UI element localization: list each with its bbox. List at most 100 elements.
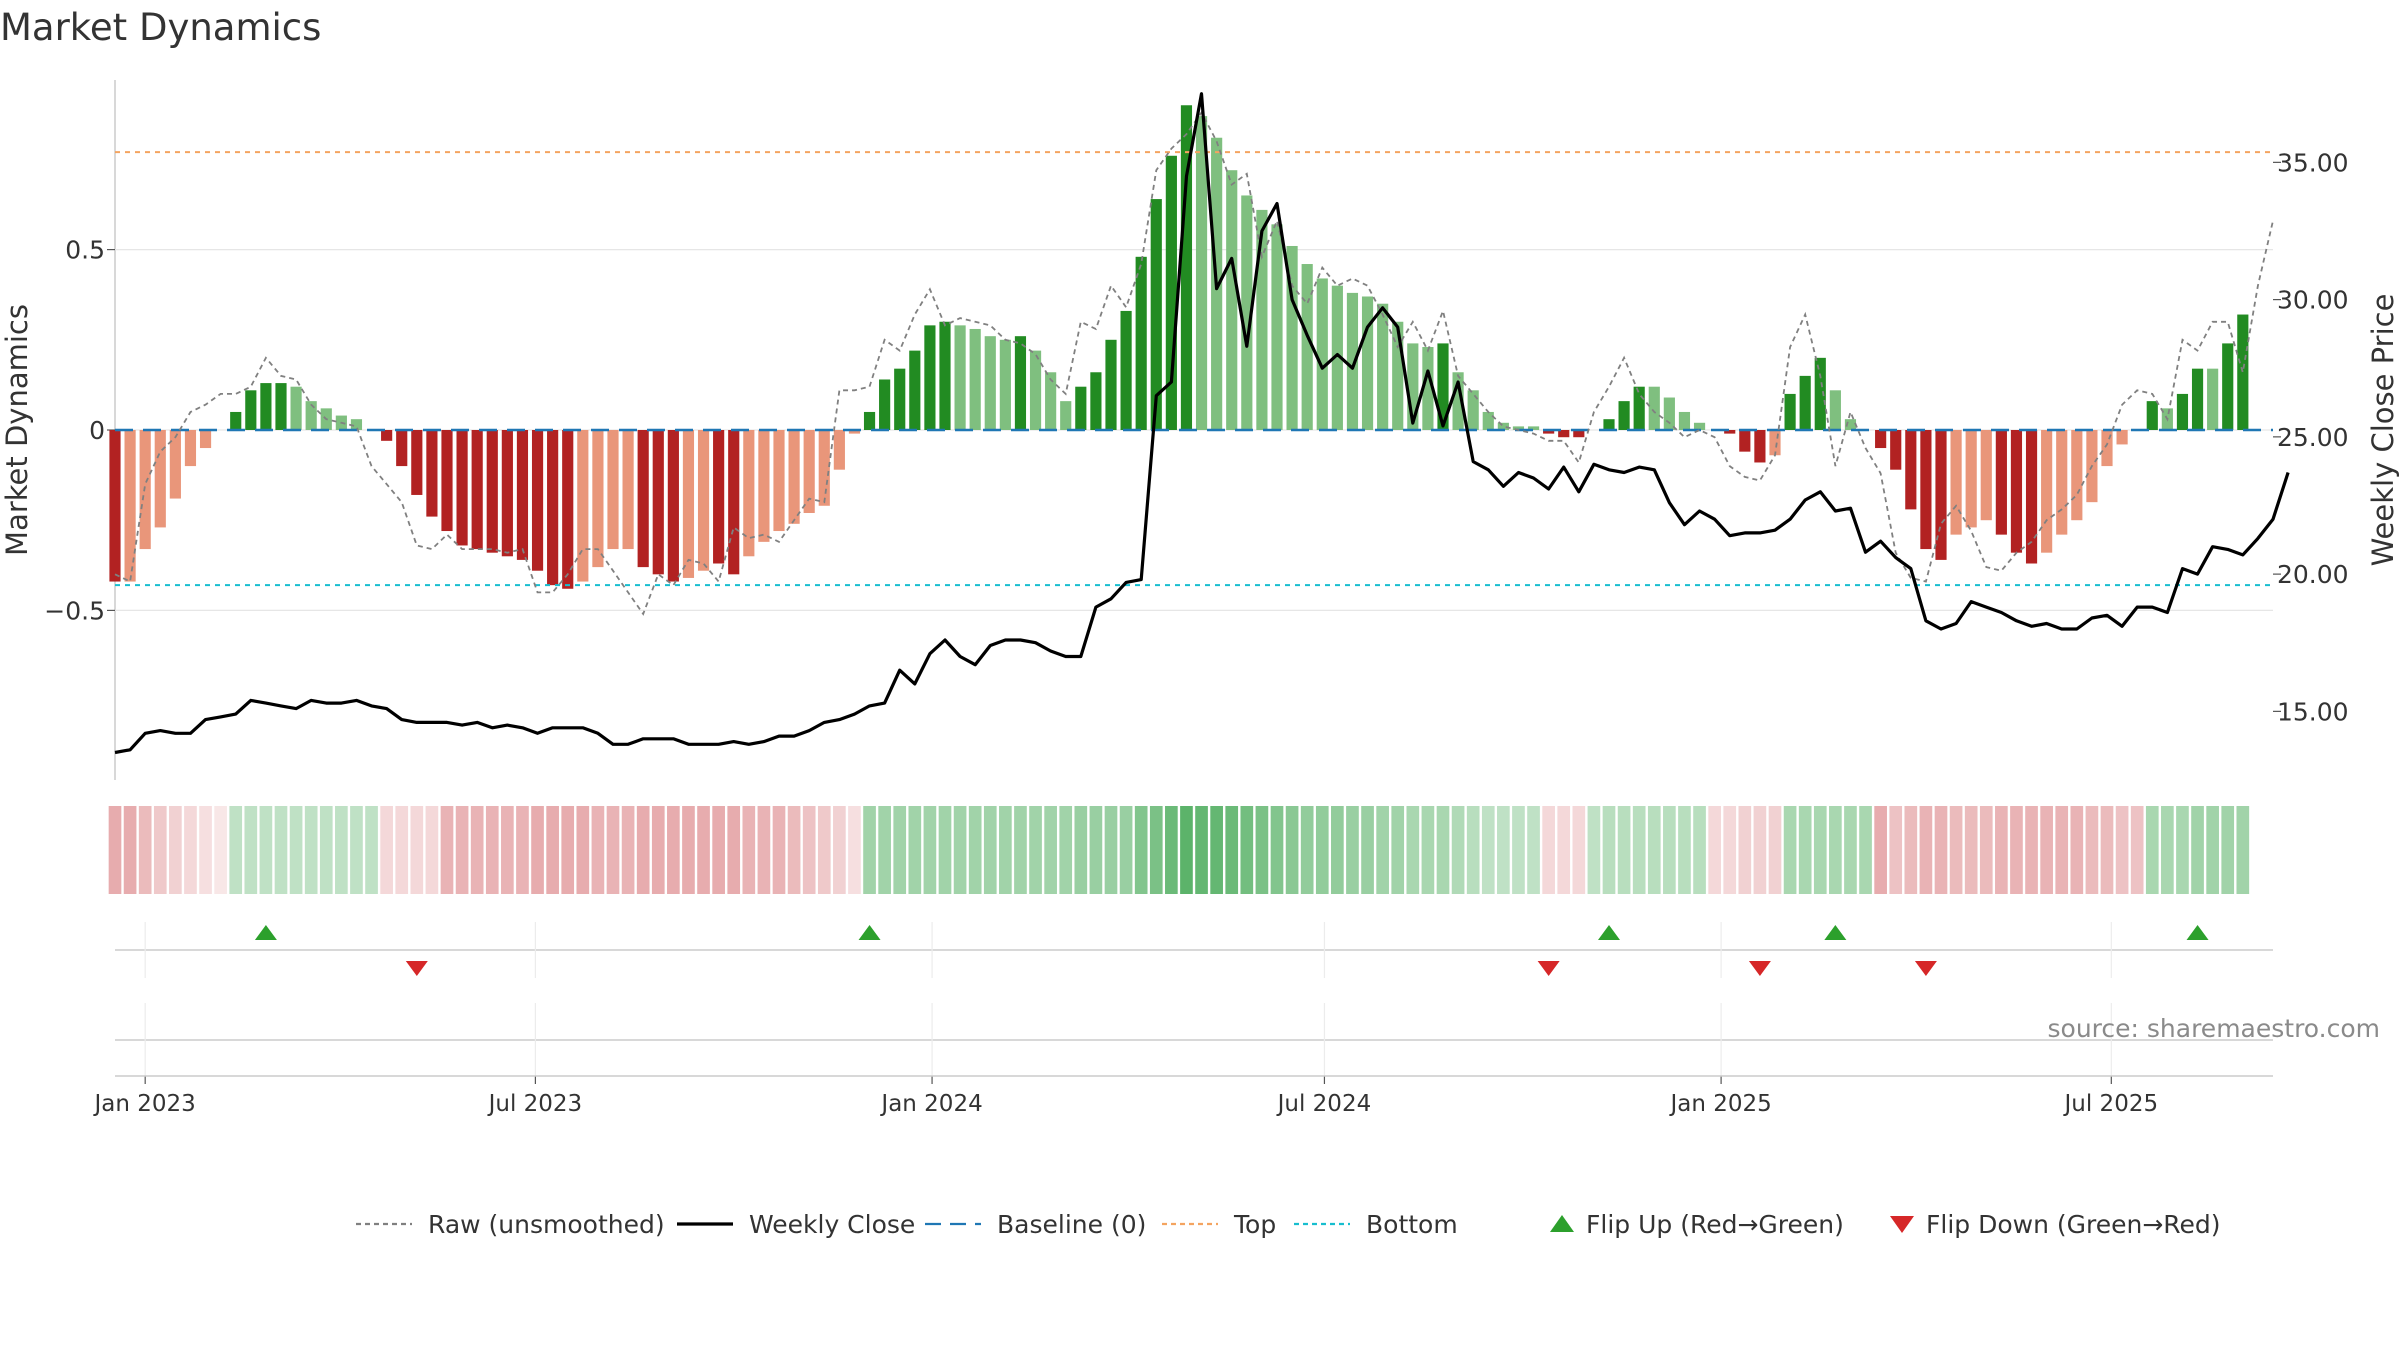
heatmap-cell <box>1859 806 1872 894</box>
heatmap-cell <box>2145 806 2159 894</box>
y-tick-label-right: 35.00 <box>2277 148 2349 177</box>
legend-item: Flip Up (Red→Green) <box>1550 1210 1844 1239</box>
heatmap-cell <box>516 806 529 894</box>
heatmap-cell <box>1466 806 1480 894</box>
bar <box>577 430 589 582</box>
heatmap-cell <box>1059 806 1073 894</box>
heatmap-cell <box>1119 806 1133 894</box>
heatmap-cell <box>1391 806 1405 894</box>
bar <box>743 430 755 557</box>
bar <box>1875 430 1887 449</box>
heatmap-cell <box>576 806 590 894</box>
heatmap-cell <box>2130 806 2144 894</box>
bar <box>1890 430 1902 470</box>
heatmap-cell <box>1904 806 1918 894</box>
heatmap-cell <box>833 806 846 894</box>
bar <box>486 430 498 553</box>
bar <box>984 336 996 430</box>
bar <box>758 430 770 542</box>
y-tick-label-left: −0.5 <box>44 596 105 625</box>
bar <box>1014 336 1027 430</box>
heatmap-cell <box>229 806 243 894</box>
heatmap-cell <box>365 806 378 894</box>
heatmap-cell <box>2070 806 2084 894</box>
heatmap-cell <box>1934 806 1948 894</box>
bar <box>1603 419 1615 430</box>
heatmap-cell <box>1270 806 1284 894</box>
heatmap-cell <box>1632 806 1646 894</box>
heatmap-cell <box>621 806 635 894</box>
x-tick-label: Jan 2025 <box>1668 1091 1771 1117</box>
bar <box>2010 430 2023 553</box>
heatmap-cell <box>2236 806 2250 894</box>
heatmap-cell <box>425 806 439 894</box>
heatmap-cell <box>878 806 891 894</box>
bar <box>1241 195 1253 430</box>
heatmap-cell <box>1617 806 1631 894</box>
bar <box>652 430 664 575</box>
bar <box>1633 386 1645 430</box>
heatmap-cell <box>1874 806 1887 894</box>
bar <box>562 430 574 589</box>
bar <box>1452 372 1464 430</box>
heatmap-cell <box>1285 806 1299 894</box>
heatmap-cell <box>1647 806 1661 894</box>
bar <box>2191 368 2204 430</box>
weekly-close-line <box>114 92 2290 755</box>
heatmap-cell <box>108 806 122 894</box>
heatmap-cell <box>1165 806 1178 894</box>
bar <box>350 419 363 430</box>
y-tick-label-right: 15.00 <box>2277 697 2349 726</box>
bar <box>999 339 1011 430</box>
heatmap-cell <box>1527 806 1540 894</box>
heatmap-cell <box>1074 806 1088 894</box>
heatmap-cell <box>455 806 469 894</box>
bar <box>1754 430 1766 463</box>
heatmap-cell <box>2100 806 2114 894</box>
bar <box>1195 116 1208 431</box>
bar <box>894 368 906 430</box>
bar <box>1437 343 1449 430</box>
heatmap-cell <box>1572 806 1586 894</box>
heatmap-cell <box>1240 806 1254 894</box>
heatmap-cell <box>304 806 318 894</box>
heatmap-cell <box>1315 806 1329 894</box>
heatmap-cell <box>1331 806 1344 894</box>
bar <box>245 390 257 430</box>
bar <box>2116 430 2128 445</box>
heatmap-cell <box>274 806 288 894</box>
bar <box>1105 339 1117 430</box>
y-axis-left-title: Market Dynamics <box>0 304 34 556</box>
bar <box>426 430 438 517</box>
bar <box>305 401 317 430</box>
heatmap-cell <box>1180 806 1193 894</box>
heatmap-cell <box>1512 806 1525 894</box>
bar <box>290 386 302 430</box>
bar <box>1165 155 1177 430</box>
bar <box>1769 430 1781 456</box>
heatmap-cell <box>682 806 695 894</box>
heatmap-cell <box>199 806 212 894</box>
legend-label: Top <box>1233 1210 1276 1239</box>
heatmap-cell <box>531 806 544 894</box>
heatmap-cell <box>410 806 424 894</box>
heatmap-cell <box>848 806 861 894</box>
heatmap-cell <box>2040 806 2053 894</box>
heatmap-cell <box>123 806 137 894</box>
heatmap-cell <box>1421 806 1435 894</box>
heatmap-cell <box>1497 806 1510 894</box>
heatmap-cell <box>742 806 756 894</box>
bar <box>1980 430 1992 521</box>
heatmap-cell <box>2206 806 2219 894</box>
heatmap-cell <box>1798 806 1812 894</box>
y-tick-label-left: 0.5 <box>65 236 105 265</box>
bar <box>924 325 936 430</box>
heatmap-cell <box>1376 806 1389 894</box>
heatmap-cell <box>1149 806 1163 894</box>
bar <box>1693 422 1706 430</box>
bar <box>1422 347 1434 430</box>
bar <box>1301 264 1313 430</box>
bar <box>1075 386 1087 430</box>
x-tick-label: Jul 2023 <box>487 1091 583 1117</box>
